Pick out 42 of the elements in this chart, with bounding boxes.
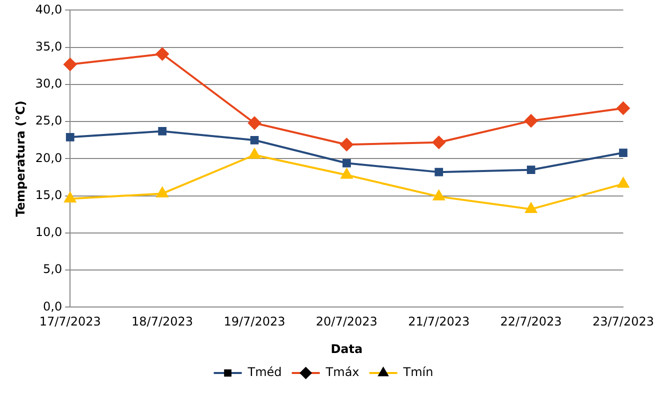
x-tick-label: 19/7/2023 xyxy=(224,314,286,329)
y-tick-label: 0,0 xyxy=(43,299,62,314)
point xyxy=(434,168,444,176)
x-tick-label: 23/7/2023 xyxy=(592,314,654,329)
x-tick-label: 22/7/2023 xyxy=(500,314,562,329)
point xyxy=(66,132,74,142)
y-axis-title: Temperatura (°C) xyxy=(13,100,28,217)
x-tick-label: 18/7/2023 xyxy=(132,314,194,329)
point xyxy=(617,177,629,188)
legend-label: Tmín xyxy=(402,365,434,380)
point xyxy=(156,187,168,198)
point xyxy=(433,190,445,200)
point xyxy=(616,102,630,115)
point xyxy=(526,166,536,174)
y-tick-label: 35,0 xyxy=(35,39,62,54)
point xyxy=(524,114,538,128)
x-tick-label: 20/7/2023 xyxy=(316,314,378,329)
y-tick-label: 20,0 xyxy=(35,150,62,165)
legend-label: Tmáx xyxy=(324,365,360,380)
point xyxy=(525,202,537,213)
x-axis-title: Data xyxy=(330,342,363,356)
point xyxy=(342,158,351,168)
point xyxy=(248,148,260,159)
point xyxy=(156,48,169,61)
point xyxy=(248,116,261,130)
point xyxy=(64,192,76,203)
point xyxy=(340,168,352,179)
y-tick-label: 30,0 xyxy=(35,76,62,91)
y-tick-label: 5,0 xyxy=(43,262,62,276)
y-tick-label: 15,0 xyxy=(35,188,62,202)
x-tick-label: 21/7/2023 xyxy=(408,314,470,329)
y-tick-label: 25,0 xyxy=(35,114,62,128)
point xyxy=(619,148,628,157)
y-tick-label: 40,0 xyxy=(35,2,62,16)
point xyxy=(158,127,166,136)
point xyxy=(432,136,446,149)
x-tick-label: 17/7/2023 xyxy=(39,314,101,329)
y-tick-label: 10,0 xyxy=(35,225,62,240)
point xyxy=(340,138,354,152)
legend-label: Tméd xyxy=(246,365,282,380)
point xyxy=(64,58,77,71)
point xyxy=(250,136,259,144)
